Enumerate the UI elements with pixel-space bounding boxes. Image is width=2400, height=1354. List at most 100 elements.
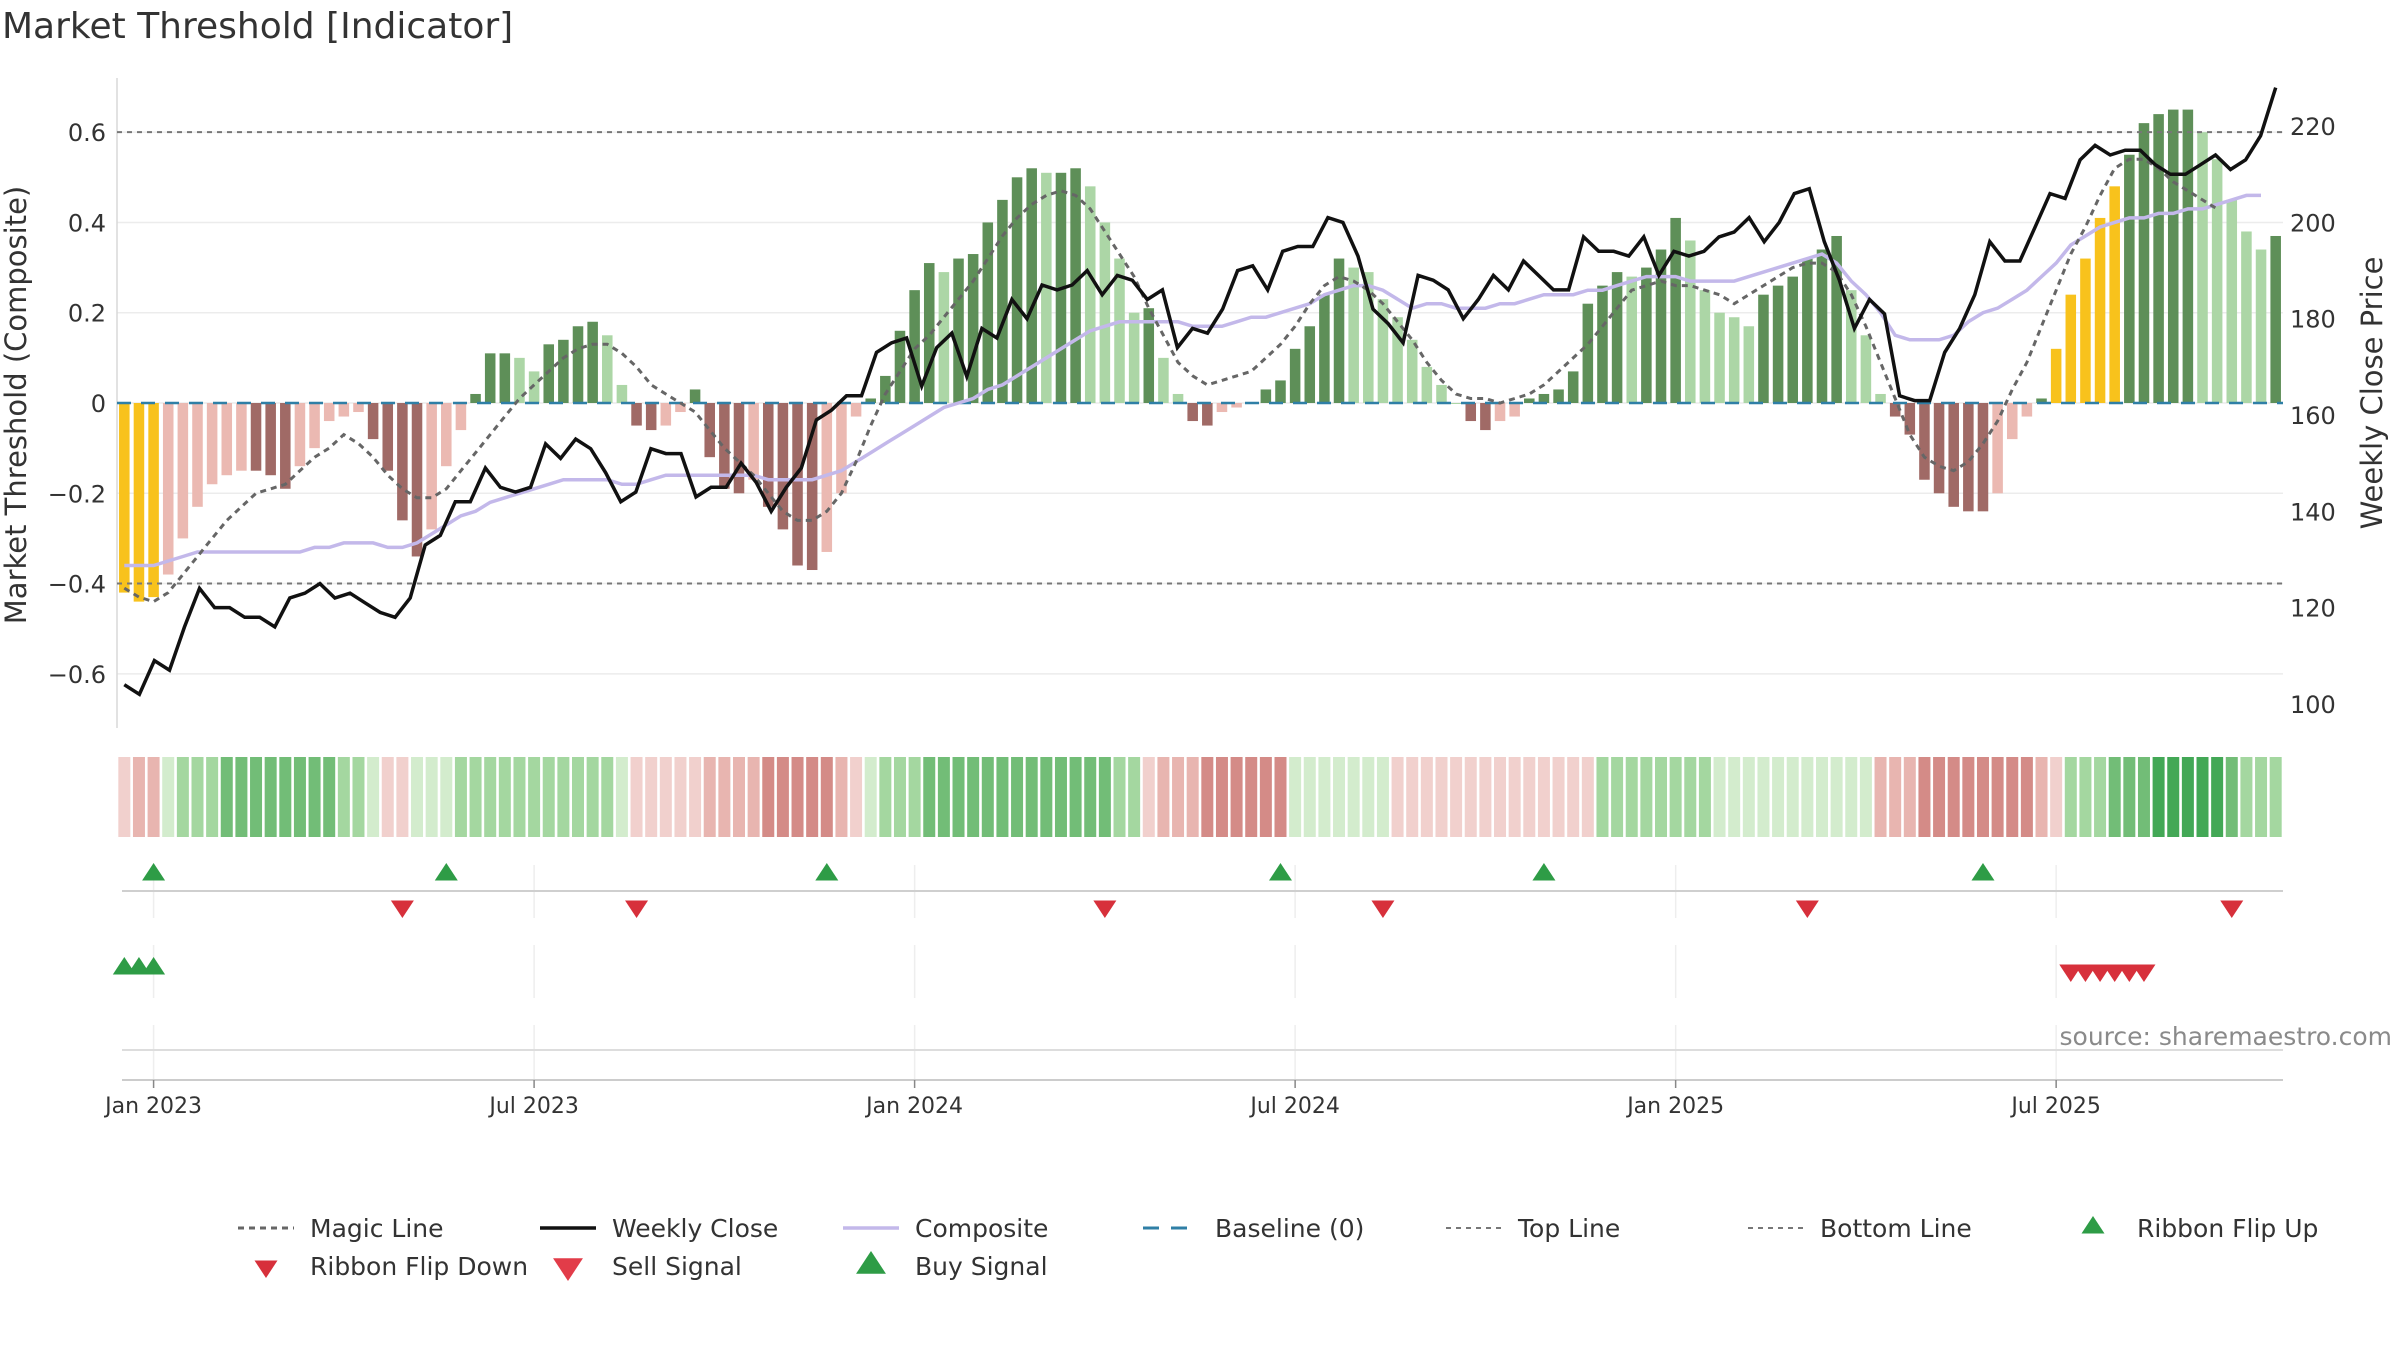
histogram-bar: [2226, 199, 2238, 403]
x-tick-label: Jan 2024: [864, 1094, 963, 1119]
histogram-bar: [1538, 393, 1550, 403]
ribbon-cell: [2050, 757, 2063, 837]
y2-axis-label: Weekly Close Price: [2355, 257, 2389, 530]
ribbon-cell: [557, 757, 570, 837]
histogram-bar: [1524, 398, 1535, 403]
histogram-bar: [148, 403, 159, 598]
ribbon-cell: [747, 757, 760, 837]
histogram-bar: [1128, 312, 1140, 403]
ribbon-cell: [323, 757, 336, 837]
ribbon-cell: [2137, 757, 2150, 837]
histogram-bar: [1363, 272, 1374, 403]
histogram-bar: [923, 263, 935, 403]
ribbon-cell: [2240, 757, 2253, 837]
ribbon-cell: [264, 757, 277, 837]
histogram-bar: [2197, 132, 2208, 403]
legend-label-sell: Sell Signal: [612, 1252, 742, 1281]
ribbon-cell: [1333, 757, 1346, 837]
histogram-bar: [1114, 258, 1125, 403]
histogram-bar: [1919, 403, 1930, 480]
histogram-bar: [1860, 335, 1872, 403]
histogram-bar: [1026, 168, 1037, 403]
ribbon-cell: [1245, 757, 1258, 837]
ribbon-cell: [1215, 757, 1228, 837]
ribbon-cell: [469, 757, 482, 837]
ribbon-cell: [542, 757, 555, 837]
ribbon-flip-panel: [112, 945, 2156, 1080]
histogram-bar: [1202, 403, 1213, 426]
histogram-bar: [909, 290, 920, 403]
ribbon-cell: [996, 757, 1009, 837]
legend-label-flip-down: Ribbon Flip Down: [310, 1252, 528, 1281]
histogram-bar: [1406, 339, 1418, 403]
ribbon-cell: [1611, 757, 1624, 837]
histogram-bar: [1728, 317, 1740, 403]
legend-label-buy: Buy Signal: [915, 1252, 1048, 1281]
y-tick-label: 0.4: [68, 209, 106, 237]
histogram-bar: [2036, 398, 2047, 403]
ribbon-flip-down-marker: [2103, 964, 2127, 982]
x-tick-label: Jan 2023: [103, 1094, 202, 1119]
ribbon-cell: [250, 757, 263, 837]
buy-signal-marker: [815, 863, 839, 881]
histogram-bar: [2241, 231, 2252, 403]
ribbon-cell: [645, 757, 658, 837]
chart-title: Market Threshold [Indicator]: [2, 6, 513, 47]
ribbon-cell: [1025, 757, 1038, 837]
ribbon-cell: [967, 757, 980, 837]
ribbon-cell: [118, 757, 131, 837]
ribbon-flip-up-marker: [142, 957, 166, 975]
histogram-bar: [309, 403, 320, 449]
signal-panel: [122, 863, 2283, 918]
legend-sell-swatch: [553, 1258, 583, 1281]
histogram-bar: [953, 258, 964, 403]
ribbon-cell: [703, 757, 716, 837]
ribbon-cell: [937, 757, 950, 837]
histogram-bar: [1977, 403, 1989, 512]
histogram-bar: [1553, 389, 1564, 403]
histogram-bar: [631, 403, 642, 426]
histogram-bar: [675, 403, 686, 413]
ribbon-cell: [1552, 757, 1565, 837]
ribbon-cell: [1406, 757, 1419, 837]
ribbon-cell: [1640, 757, 1653, 837]
histogram-bar: [323, 403, 335, 422]
ribbon-cell: [1259, 757, 1272, 837]
weekly-close-line: [123, 87, 2278, 697]
histogram-bar: [2109, 186, 2120, 403]
histogram-bar: [2153, 114, 2164, 403]
ribbon-flip-down-marker: [2132, 964, 2156, 982]
ribbon-cell: [235, 757, 248, 837]
histogram-bar: [689, 389, 701, 403]
ribbon-cell: [440, 757, 453, 837]
ribbon-cell: [1040, 757, 1053, 837]
ribbon-cell: [586, 757, 599, 837]
histogram-bar: [1465, 403, 1477, 422]
ribbon-cell: [1186, 757, 1199, 837]
histogram-bar: [1655, 249, 1667, 403]
x-tick-label: Jan 2025: [1625, 1094, 1724, 1119]
histogram-bar: [1714, 312, 1725, 403]
histogram-bar: [719, 403, 730, 489]
ribbon-cell: [1347, 757, 1360, 837]
histogram-bar: [1289, 348, 1301, 403]
sell-signal-marker: [1795, 900, 1819, 918]
ribbon-cell: [367, 757, 380, 837]
ribbon-cell: [1376, 757, 1389, 837]
histogram-bar: [411, 403, 423, 557]
histogram-bar: [1436, 384, 1447, 403]
histogram-bar: [221, 403, 233, 476]
ribbon-cell: [1435, 757, 1448, 837]
histogram-bar: [1611, 272, 1623, 403]
histogram-bar: [2167, 109, 2179, 403]
ribbon-cell: [1289, 757, 1302, 837]
histogram-bar: [499, 353, 511, 403]
ribbon-cell: [762, 757, 775, 837]
histogram-bar: [484, 353, 496, 403]
ribbon-cell: [1845, 757, 1858, 837]
ribbon-cell: [381, 757, 394, 837]
histogram-bar: [1070, 168, 1081, 403]
histogram-bar: [1319, 294, 1330, 403]
ribbon-cell: [411, 757, 424, 837]
sell-signal-marker: [1371, 900, 1395, 918]
